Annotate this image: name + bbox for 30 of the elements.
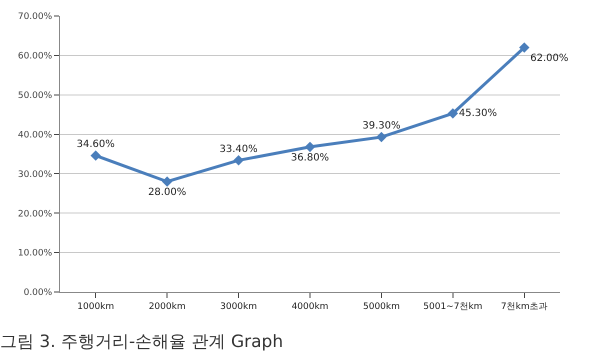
y-tick-label: 40.00% xyxy=(18,130,53,140)
point xyxy=(376,132,387,142)
data-label: 33.40% xyxy=(220,144,258,155)
text: 그림 3. 주행거리-손해율 관계 Graph xyxy=(0,332,284,352)
point xyxy=(448,108,458,119)
y-tick-label: 10.00% xyxy=(18,248,53,259)
point xyxy=(233,155,244,166)
y-tick-label: 50.00% xyxy=(18,91,53,102)
data-label: 36.80% xyxy=(290,152,330,164)
point xyxy=(304,142,316,152)
x-tick-label: 7천km초과 xyxy=(500,302,548,312)
y-tick-label: 30.00% xyxy=(18,170,53,180)
point xyxy=(90,150,101,161)
x-tick-label: 3000km xyxy=(220,302,258,312)
x-tick-label: 2000km xyxy=(148,302,186,312)
y-tick-label: 60.00% xyxy=(18,52,53,62)
y-tick-label: 20.00% xyxy=(18,209,53,220)
x-tick-label: 1000km xyxy=(77,302,114,312)
point xyxy=(162,176,172,187)
x-tick-label: 5001~7천km xyxy=(423,302,482,312)
y-tick-label: 70.00% xyxy=(18,12,53,22)
data-label: 34.60% xyxy=(76,139,115,150)
x-tick-label: 4000km xyxy=(292,302,328,312)
data-label: 45.30% xyxy=(458,108,497,119)
point xyxy=(519,42,530,53)
x-tick-label: 5000km xyxy=(362,302,400,312)
data-label: 39.30% xyxy=(362,120,400,132)
data-label: 62.00% xyxy=(530,53,568,64)
data-label: 28.00% xyxy=(148,187,186,198)
y-tick-label: 0.00% xyxy=(24,288,53,298)
